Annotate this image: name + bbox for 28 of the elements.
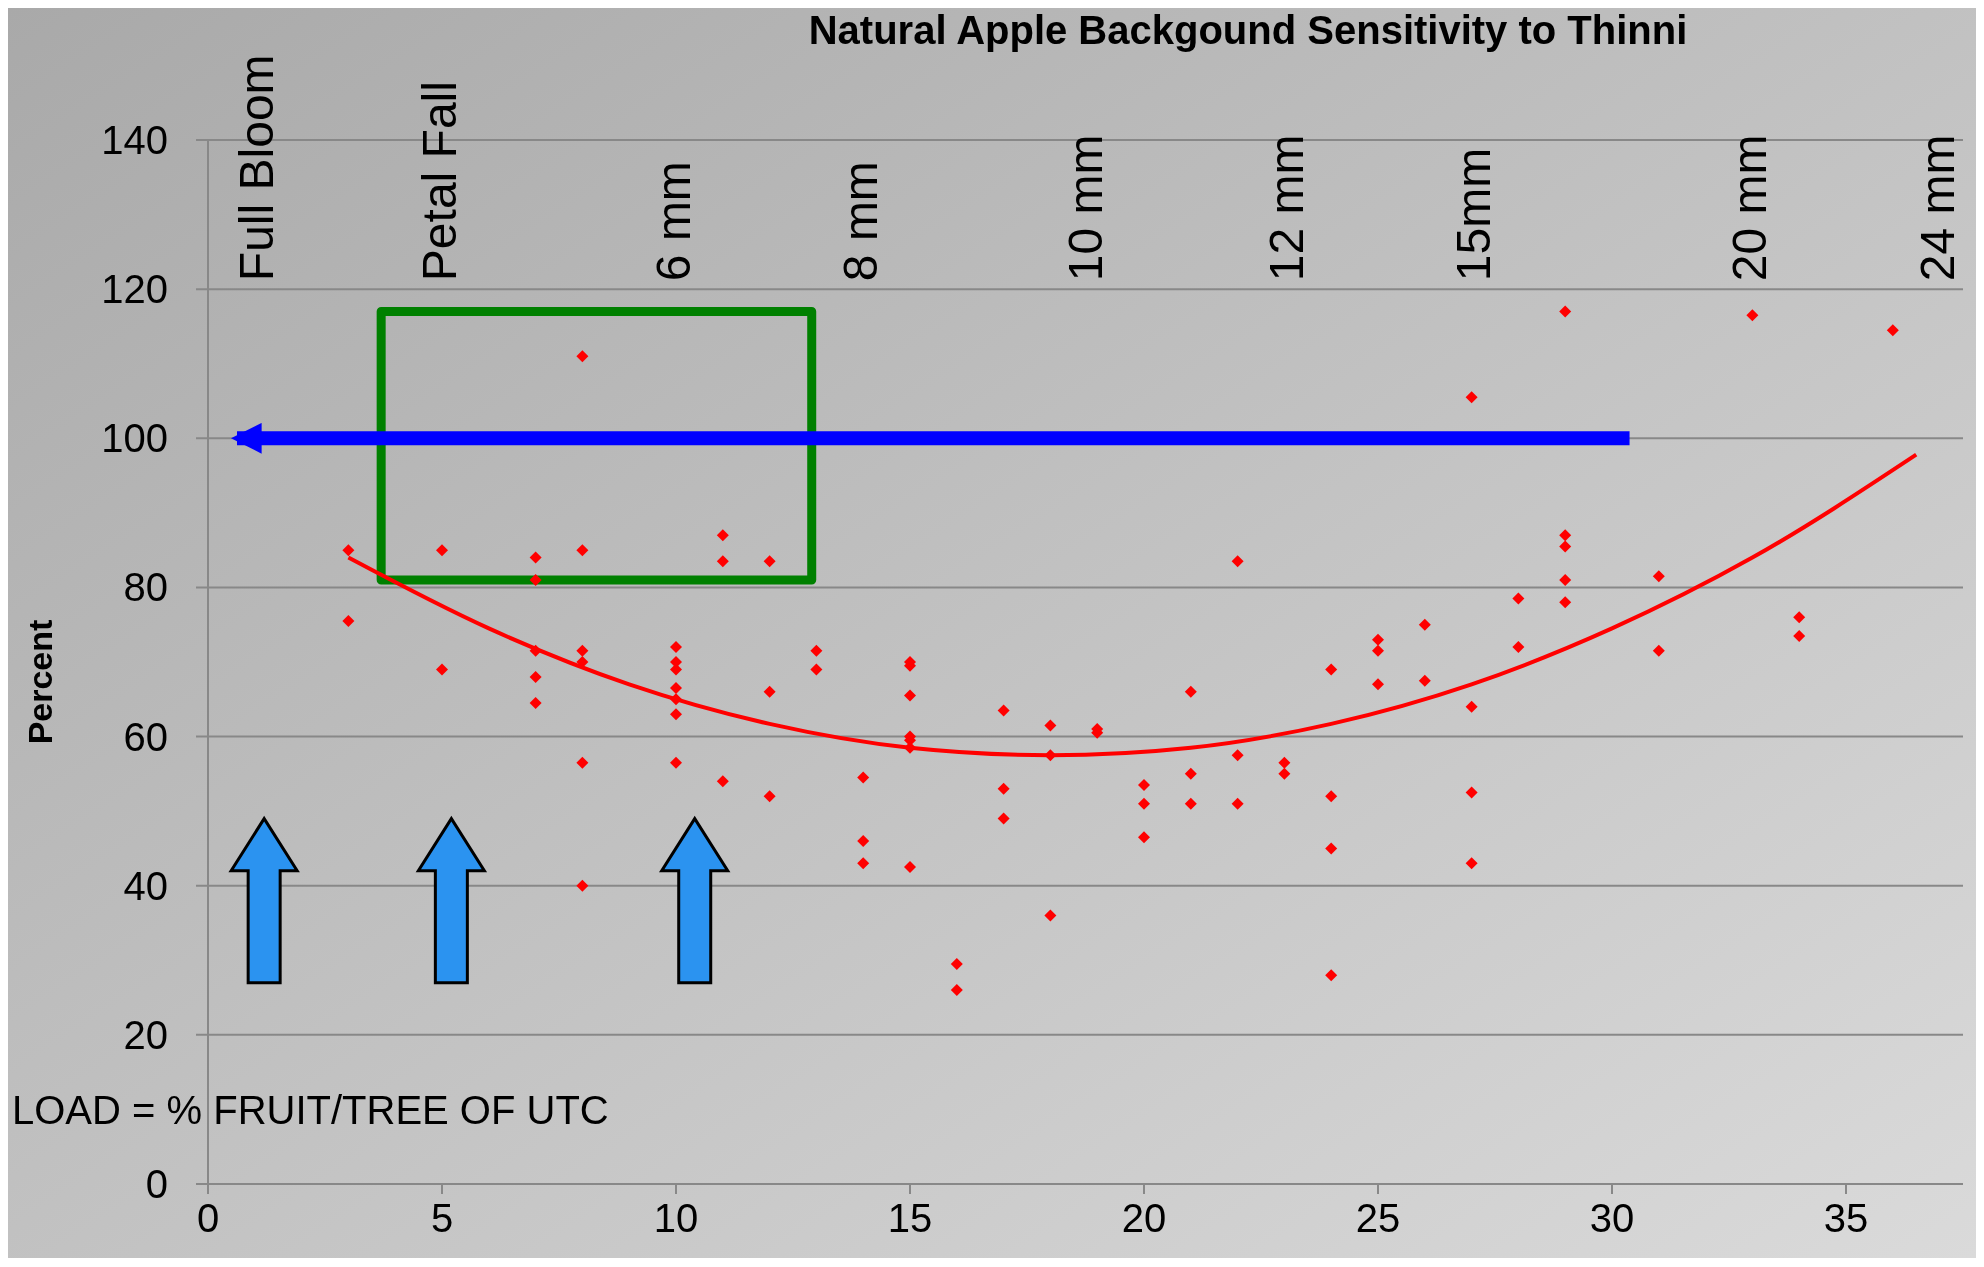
y-tick-label: 40 xyxy=(123,863,168,908)
annotation: 24 mm xyxy=(1910,134,1964,282)
y-tick-label: 20 xyxy=(123,1012,168,1057)
x-tick-label: 15 xyxy=(887,1196,933,1240)
y-tick-label: 140 xyxy=(101,118,168,162)
y-tick-label: 80 xyxy=(123,565,168,610)
chart-title: Natural Apple Backgound Sensitivity to Thinni xyxy=(808,8,1688,52)
x-tick-label: 30 xyxy=(1589,1196,1635,1240)
annotation: 10 mm xyxy=(1058,134,1112,282)
y-tick-label: 120 xyxy=(101,267,168,312)
annotation: Petal Fall xyxy=(413,81,466,282)
annotation: LOAD = % FRUIT/TREE OF UTC xyxy=(12,1088,609,1133)
annotation: 8 mm xyxy=(834,161,888,282)
y-axis-title: Percent xyxy=(21,619,59,745)
annotation: Full Bloom xyxy=(230,54,284,282)
annotation: 20 mm xyxy=(1723,134,1777,282)
x-tick-label: 0 xyxy=(196,1196,220,1240)
x-tick-label: 5 xyxy=(430,1196,454,1240)
y-tick-label: 60 xyxy=(123,714,168,759)
x-tick-label: 25 xyxy=(1355,1196,1401,1240)
x-tick-label: 20 xyxy=(1121,1196,1167,1240)
annotation: 6 mm xyxy=(647,161,700,282)
annotation: 12 mm xyxy=(1260,134,1314,282)
y-tick-label: 0 xyxy=(145,1162,168,1206)
x-tick-label: 35 xyxy=(1823,1196,1869,1240)
x-tick-label: 10 xyxy=(653,1196,699,1240)
y-tick-label: 100 xyxy=(101,416,168,461)
annotation: 15mm xyxy=(1447,147,1501,282)
